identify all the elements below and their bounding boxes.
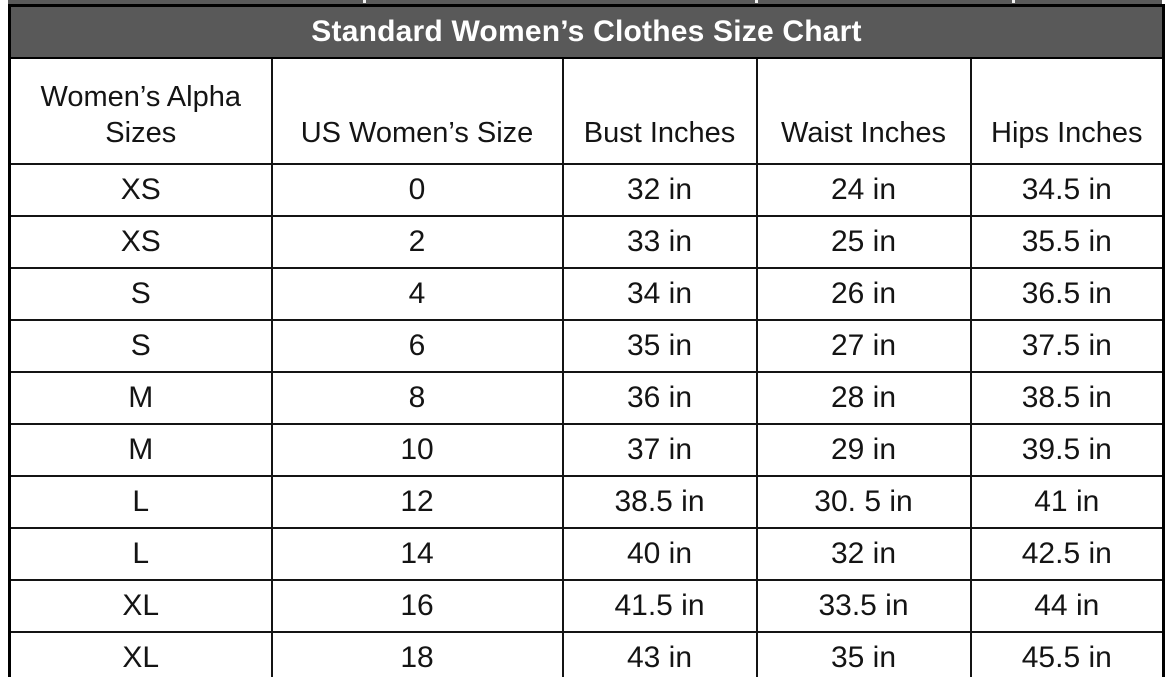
table-cell: 6: [270, 319, 564, 373]
gridline-tick: [363, 0, 366, 3]
table-cell: 14: [270, 527, 564, 581]
table-cell: 35.5 in: [969, 215, 1165, 269]
table-cell: 30. 5 in: [755, 475, 972, 529]
table-cell: 10: [270, 423, 564, 477]
table-cell: XL: [8, 631, 273, 677]
table-row: XS 0 32 in 24 in 34.5 in: [8, 163, 1165, 217]
table-cell: 35 in: [561, 319, 758, 373]
table-row: XS 2 33 in 25 in 35.5 in: [8, 215, 1165, 269]
table-cell: XS: [8, 215, 273, 269]
table-row: S 4 34 in 26 in 36.5 in: [8, 267, 1165, 321]
table-cell: 37 in: [561, 423, 758, 477]
table-cell: 45.5 in: [969, 631, 1165, 677]
table-cell: 32 in: [561, 163, 758, 217]
table-cell: 33.5 in: [755, 579, 972, 633]
table-cell: S: [8, 319, 273, 373]
table-row: M 8 36 in 28 in 38.5 in: [8, 371, 1165, 425]
table-cell: 32 in: [755, 527, 972, 581]
header-row: Women’s Alpha Sizes US Women’s Size Bust I…: [8, 57, 1165, 165]
table-row: M 10 37 in 29 in 39.5 in: [8, 423, 1165, 477]
column-header: US Women’s Size: [270, 57, 564, 165]
table-cell: 35 in: [755, 631, 972, 677]
title-row: Standard Women’s Clothes Size Chart: [8, 4, 1165, 59]
table-cell: 34.5 in: [969, 163, 1165, 217]
table-row: XL 16 41.5 in 33.5 in 44 in: [8, 579, 1165, 633]
table-cell: 37.5 in: [969, 319, 1165, 373]
table-cell: 43 in: [561, 631, 758, 677]
table-cell: M: [8, 423, 273, 477]
table-cell: 16: [270, 579, 564, 633]
table-title: Standard Women’s Clothes Size Chart: [8, 4, 1165, 59]
table-row: S 6 35 in 27 in 37.5 in: [8, 319, 1165, 373]
column-header: Women’s Alpha Sizes: [8, 57, 273, 165]
table-cell: 38.5 in: [969, 371, 1165, 425]
table-cell: 40 in: [561, 527, 758, 581]
size-chart-table: Standard Women’s Clothes Size Chart Wome…: [8, 4, 1166, 677]
column-header: Bust Inches: [561, 57, 758, 165]
table-cell: 39.5 in: [969, 423, 1165, 477]
table-cell: 12: [270, 475, 564, 529]
table-cell: 33 in: [561, 215, 758, 269]
column-header: Waist Inches: [755, 57, 972, 165]
table-cell: S: [8, 267, 273, 321]
table-cell: 42.5 in: [969, 527, 1165, 581]
gridline-tick: [755, 0, 758, 3]
table-cell: 25 in: [755, 215, 972, 269]
gridline-tick: [1012, 0, 1015, 3]
table-cell: 24 in: [755, 163, 972, 217]
table-cell: 4: [270, 267, 564, 321]
table-cell: L: [8, 527, 273, 581]
table-cell: 0: [270, 163, 564, 217]
table-cell: L: [8, 475, 273, 529]
table-cell: 36.5 in: [969, 267, 1165, 321]
table-cell: 29 in: [755, 423, 972, 477]
table-cell: 26 in: [755, 267, 972, 321]
table-cell: 44 in: [969, 579, 1165, 633]
table-cell: 36 in: [561, 371, 758, 425]
table-cell: M: [8, 371, 273, 425]
table-row: L 14 40 in 32 in 42.5 in: [8, 527, 1165, 581]
table-cell: 28 in: [755, 371, 972, 425]
table-cell: 27 in: [755, 319, 972, 373]
spreadsheet-gridline-artifact: [8, 0, 1162, 4]
table-cell: XL: [8, 579, 273, 633]
table-cell: XS: [8, 163, 273, 217]
table-row: L 12 38.5 in 30. 5 in 41 in: [8, 475, 1165, 529]
table-cell: 18: [270, 631, 564, 677]
table-cell: 41 in: [969, 475, 1165, 529]
table-cell: 34 in: [561, 267, 758, 321]
table-cell: 8: [270, 371, 564, 425]
table-cell: 41.5 in: [561, 579, 758, 633]
column-header: Hips Inches: [969, 57, 1165, 165]
table-cell: 2: [270, 215, 564, 269]
table-cell: 38.5 in: [561, 475, 758, 529]
table-row: XL 18 43 in 35 in 45.5 in: [8, 631, 1165, 677]
